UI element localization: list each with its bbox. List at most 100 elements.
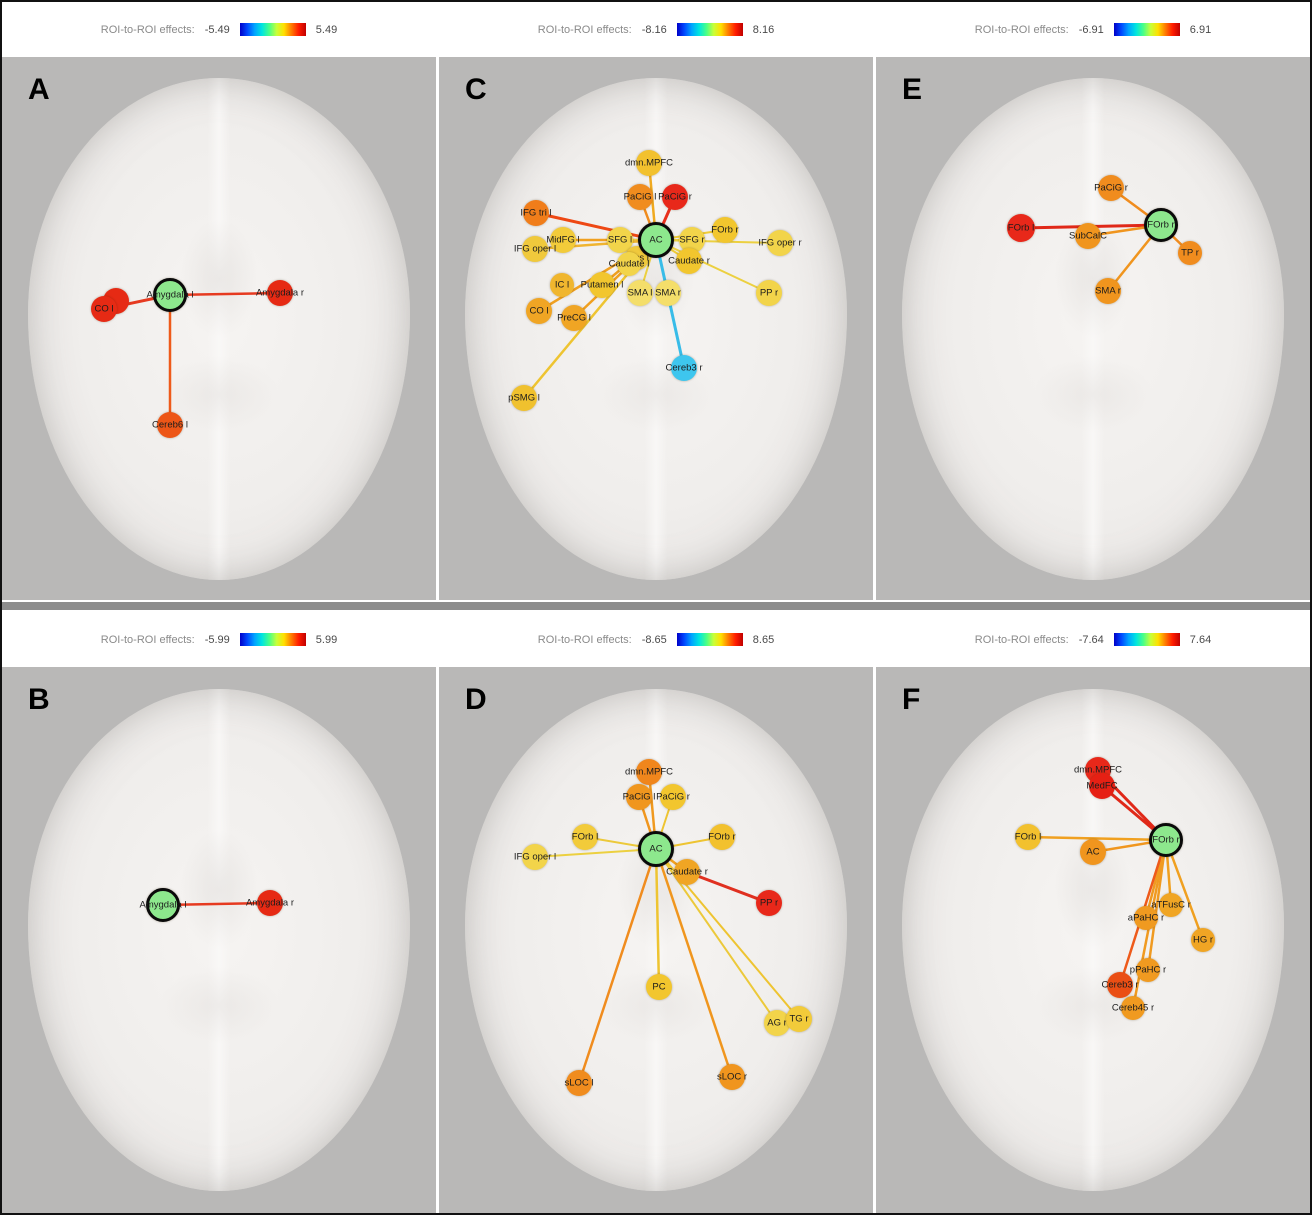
roi-node-amygdala-r[interactable]: Amygdala r [256,280,304,306]
colorbar-max-value: 7.64 [1189,633,1212,646]
colorbar-min-value: -5.99 [204,633,230,646]
colorbar-max-value: 8.65 [752,633,775,646]
roi-node-atfusc-r[interactable]: aTFusC r [1151,893,1191,917]
jet-colorbar [239,633,306,646]
roi-node-cereb3-r[interactable]: Cereb3 r [1102,972,1138,998]
roi-node-sma-r[interactable]: SMA r [655,280,681,306]
roi-node-psmg-l[interactable]: pSMG l [508,385,540,411]
panel-b-header: ROI-to-ROI effects: -5.99 5.99 [2,612,436,667]
roi-node-forb-l[interactable]: FOrb l [572,824,598,850]
roi-node-tp-r[interactable]: TP r [1178,241,1202,265]
roi-node-co-l[interactable]: CO l [91,296,117,322]
roi-node-caudate-r[interactable]: Caudate r [666,859,708,885]
roi-node-label: PP r [759,287,779,299]
roi-node-label: HG r [1192,934,1214,946]
roi-node-forb-r[interactable]: FOrb r [1144,208,1178,242]
roi-node-label: Cereb3 r [1101,979,1139,991]
panel-d: ROI-to-ROI effects: -8.65 8.65 D AC dmn.M… [439,612,873,1213]
roi-node-dmn-mpfc[interactable]: dmn.MPFC [625,759,673,785]
roi-node-pc[interactable]: PC [646,974,672,1000]
roi-node-label: aTFusC r [1151,899,1191,911]
roi-node-midfg-l[interactable]: MidFG l [546,227,580,253]
panel-e-header: ROI-to-ROI effects: -6.91 6.91 [876,2,1310,57]
roi-node-ppahc-r[interactable]: pPaHC r [1130,958,1166,982]
brain-slice-e: E FOrb r PaCiG r FOrb l SubCalC TP r SMA r [876,57,1310,600]
roi-node-dmn-mpfc[interactable]: dmn.MPFC [625,150,673,176]
connection-caudate-r-pp-r [685,870,771,905]
roi-node-hg-r[interactable]: HG r [1191,928,1215,952]
colorbar-max-value: 8.16 [752,23,775,36]
panel-letter: D [465,683,487,716]
brain-slice-d: D AC dmn.MPFC PaCiG l PaCiG r FOrb l FOrb r IF… [439,667,873,1213]
roi-node-amygdala-l[interactable]: Amygdala l [147,278,194,312]
roi-node-pacig-r[interactable]: PaCiG r [656,784,690,810]
roi-node-ac[interactable]: AC [638,831,674,867]
roi-node-pacig-r[interactable]: PaCiG r [1094,175,1128,201]
roi-node-label: TG r [789,1013,809,1025]
roi-node-pp-r[interactable]: PP r [756,280,782,306]
roi-node-forb-r[interactable]: FOrb r [708,824,736,850]
roi-node-ac[interactable]: AC [1080,839,1106,865]
roi-node-pacig-r[interactable]: PaCiG r [658,184,692,210]
axial-brain-image [902,77,1284,580]
roi-node-label: FOrb r [1152,834,1180,846]
effects-label: ROI-to-ROI effects: [974,23,1069,36]
roi-node-cereb45-r[interactable]: Cereb45 r [1112,996,1154,1020]
roi-node-ifg-oper-l[interactable]: IFG oper l [514,844,556,870]
roi-node-forb-l[interactable]: FOrb l [1007,214,1035,242]
roi-node-pp-r[interactable]: PP r [756,890,782,916]
roi-node-tg-r[interactable]: TG r [786,1006,812,1032]
roi-node-label: Cereb45 r [1111,1002,1155,1014]
roi-node-ac[interactable]: AC [638,222,674,258]
roi-node-label: PaCiG r [658,191,692,203]
roi-node-sma-r[interactable]: SMA r [1095,278,1121,304]
colorbar-min-value: -8.65 [641,633,667,646]
roi-node-forb-l[interactable]: FOrb l [1015,824,1041,850]
roi-node-ag-r[interactable]: AG r [764,1010,790,1036]
brain-slice-a: A CO l Amygdala l Amygdala r Cereb6 l [2,57,436,600]
roi-node-subcalc[interactable]: SubCalC [1069,223,1107,249]
roi-node-label: PaCiG r [1094,182,1128,194]
roi-node-apahc-r[interactable]: aPaHC r [1128,906,1164,930]
roi-node-label: IFG oper l [513,243,557,255]
roi-node-ifg-oper-l[interactable]: IFG oper l [514,236,556,262]
roi-node-ifg-oper-r[interactable]: IFG oper r [758,230,802,256]
roi-node-label: dmn.MPFC [624,157,674,169]
roi-node-label: dmn.MPFC [624,766,674,778]
jet-colorbar [239,23,306,36]
connection-ac-sloc-r [654,847,734,1079]
roi-node-sma-l[interactable]: SMA l [627,280,653,306]
roi-node-sloc-l[interactable]: sLOC l [564,1070,594,1096]
roi-node-cereb6-l[interactable]: Cereb6 l [152,412,188,438]
roi-node-caudate-l[interactable]: Caudate l [609,252,649,276]
roi-node-co-l[interactable]: CO l [526,298,552,324]
panel-b: ROI-to-ROI effects: -5.99 5.99 B Amygdal… [2,612,436,1213]
roi-node-putamen-l[interactable]: Putamen l [581,272,623,298]
colorbar-min-value: -7.64 [1078,633,1104,646]
roi-node-label: Caudate l [608,258,650,270]
roi-node-label: Amygdala r [245,897,295,909]
roi-node-forb-r[interactable]: FOrb r [711,217,739,243]
roi-node-amygdala-l[interactable]: Amygdala l [140,888,187,922]
roi-node-precg-l[interactable]: PreCG l [557,305,591,331]
roi-node-label: PaCiG r [656,791,690,803]
effects-label: ROI-to-ROI effects: [100,23,195,36]
roi-node-ifg-tri-l[interactable]: IFG tri l [520,200,552,226]
roi-node-pacig-l[interactable]: PaCiG l [624,184,656,210]
roi-node-label: PP r [759,897,779,909]
roi-node-ic-l[interactable]: IC l [550,273,574,297]
roi-node-amygdala-r[interactable]: Amygdala r [246,890,294,916]
roi-node-label: CO l [529,305,549,317]
connection-ac-ifg-tri-l [534,211,658,242]
roi-node-cereb3-r[interactable]: Cereb3 r [666,355,702,381]
roi-node-sloc-r[interactable]: sLOC r [717,1064,747,1090]
effects-label: ROI-to-ROI effects: [537,633,632,646]
roi-node-forb-r[interactable]: FOrb r [1149,823,1183,857]
roi-node-label: SubCalC [1068,230,1108,242]
roi-node-pacig-l[interactable]: PaCiG l [623,784,655,810]
roi-node-medfc[interactable]: MedFC [1086,773,1118,799]
roi-node-caudate-r[interactable]: Caudate r [668,248,710,274]
roi-node-label: IFG oper r [758,237,802,249]
roi-node-label: SMA r [1095,285,1121,297]
brain-slice-c: C AC dmn.MPFC PaCiG l PaCiG r IFG tri l MidFG… [439,57,873,600]
